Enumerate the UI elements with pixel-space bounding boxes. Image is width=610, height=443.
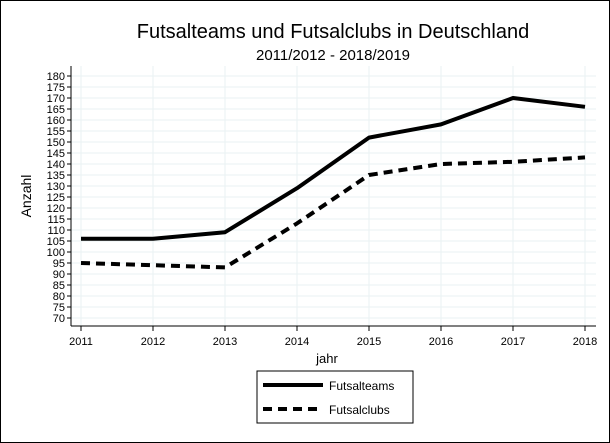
y-tick-label: 170 xyxy=(47,93,65,105)
x-tick-label: 2014 xyxy=(285,336,309,348)
axes: 7075808590951001051101151201251301351401… xyxy=(47,66,597,348)
y-tick-label: 130 xyxy=(47,181,65,193)
chart-subtitle: 2011/2012 - 2018/2019 xyxy=(256,47,410,64)
chart-title: Futsalteams und Futsalclubs in Deutschla… xyxy=(137,21,529,43)
series-line-futsalteams xyxy=(81,96,586,241)
legend: Futsalteams Futsalclubs xyxy=(256,370,414,424)
series-lines xyxy=(80,96,586,270)
y-tick-label: 90 xyxy=(53,269,65,281)
y-tick-label: 145 xyxy=(47,148,65,160)
y-tick-label: 180 xyxy=(47,71,65,83)
series-line-futsalclubs xyxy=(80,155,586,270)
x-tick-label: 2011 xyxy=(69,336,93,348)
legend-label-futsalteams: Futsalteams xyxy=(329,379,394,393)
y-tick-label: 175 xyxy=(47,82,65,94)
y-tick-label: 125 xyxy=(47,192,65,204)
y-tick-label: 115 xyxy=(47,214,65,226)
legend-box xyxy=(256,370,414,424)
y-tick-label: 165 xyxy=(47,104,65,116)
grid xyxy=(71,66,596,326)
y-tick-label: 85 xyxy=(53,280,65,292)
legend-label-futsalclubs: Futsalclubs xyxy=(329,403,390,417)
y-tick-label: 95 xyxy=(53,258,65,270)
y-tick-label: 140 xyxy=(47,159,65,171)
x-tick-label: 2012 xyxy=(141,336,165,348)
x-tick-label: 2017 xyxy=(501,336,525,348)
y-axis-label: Anzahl xyxy=(18,175,34,218)
y-tick-label: 150 xyxy=(47,137,65,149)
x-tick-label: 2013 xyxy=(213,336,237,348)
y-tick-label: 120 xyxy=(47,203,65,215)
y-tick-label: 105 xyxy=(47,236,65,248)
y-tick-label: 70 xyxy=(53,313,65,325)
y-tick-label: 75 xyxy=(53,302,65,314)
x-tick-label: 2015 xyxy=(357,336,381,348)
y-tick-label: 155 xyxy=(47,126,65,138)
x-axis-label: jahr xyxy=(315,351,338,366)
y-tick-label: 110 xyxy=(47,225,65,237)
y-tick-label: 100 xyxy=(47,247,65,259)
x-tick-label: 2018 xyxy=(573,336,597,348)
y-tick-label: 160 xyxy=(47,115,65,127)
y-tick-label: 135 xyxy=(47,170,65,182)
x-tick-label: 2016 xyxy=(429,336,453,348)
y-tick-label: 80 xyxy=(53,291,65,303)
